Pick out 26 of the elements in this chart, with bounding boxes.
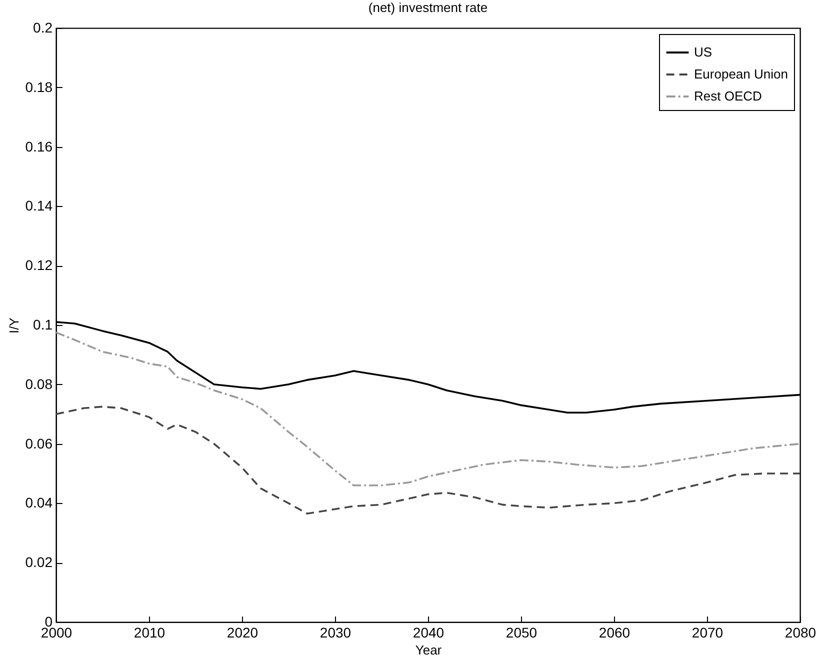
y-axis-title: I/Y xyxy=(6,317,22,334)
x-axis-title: Year xyxy=(415,642,442,658)
y-tick-label: 0.04 xyxy=(25,494,53,511)
x-tick-label: 2010 xyxy=(134,624,166,640)
line-series xyxy=(55,406,801,514)
chart-title: (net) investment rate xyxy=(368,0,488,15)
x-tick-label: 2050 xyxy=(506,624,538,640)
y-tick-label: 0.1 xyxy=(33,316,53,332)
y-tick-label: 0.12 xyxy=(25,257,53,274)
x-tick-label: 2030 xyxy=(320,624,352,640)
legend-label: US xyxy=(694,44,712,60)
line-series xyxy=(55,332,801,486)
legend-label: Rest OECD xyxy=(694,88,762,104)
y-tick-label: 0.14 xyxy=(25,198,53,214)
x-tick-label: 2080 xyxy=(784,624,816,640)
x-tick-label: 2070 xyxy=(692,624,724,640)
x-tick-label: 2040 xyxy=(412,624,444,640)
y-tick-label: 0.16 xyxy=(25,138,53,154)
y-tick-label: 0.18 xyxy=(25,78,53,95)
legend-label: European Union xyxy=(694,66,788,82)
x-tick-label: 2060 xyxy=(598,624,630,640)
x-tick-label: 2020 xyxy=(226,624,258,640)
y-tick-label: 0.06 xyxy=(25,435,53,452)
y-tick-label: 0.2 xyxy=(33,20,53,36)
y-tick-label: 0.08 xyxy=(25,376,53,392)
y-tick-label: 0.02 xyxy=(25,554,53,570)
